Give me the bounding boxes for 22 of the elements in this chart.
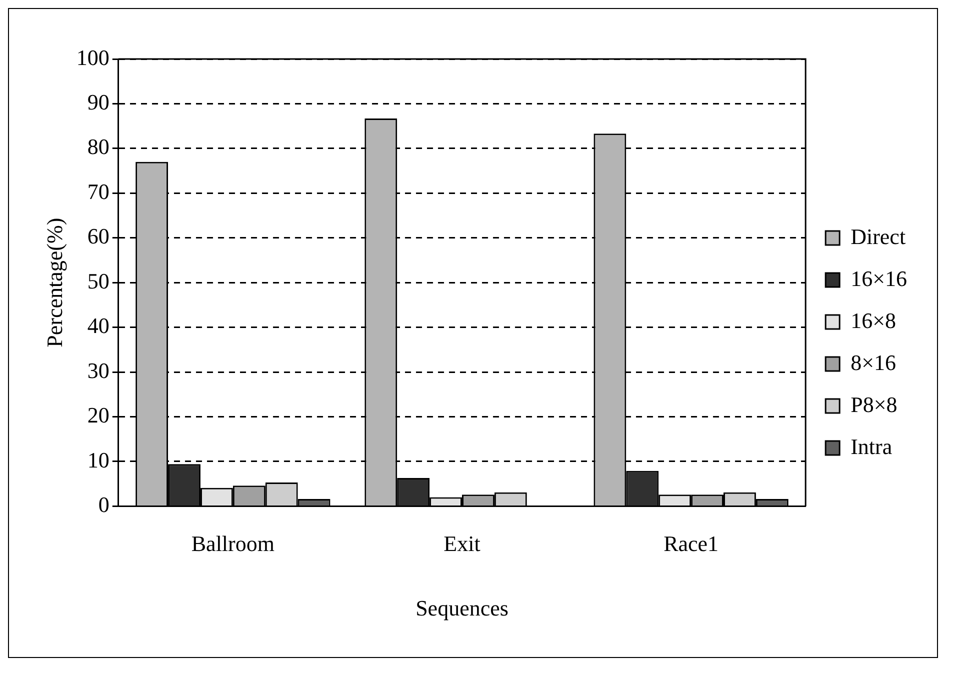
y-tick-label: 60	[87, 224, 110, 249]
y-tick-label: 100	[76, 44, 110, 70]
legend-label: 16×8	[850, 308, 896, 333]
y-tick-label: 10	[87, 447, 110, 472]
y-tick-label: 50	[87, 268, 110, 294]
y-tick-label: 90	[87, 90, 110, 114]
x-tick-label: Exit	[444, 531, 480, 556]
legend-label: 16×16	[850, 266, 908, 291]
y-tick-label: 40	[87, 313, 110, 338]
y-tick-label: 0	[98, 492, 110, 517]
y-axis-title: Percentage(%)	[42, 218, 67, 348]
x-axis-title: Sequences	[416, 596, 508, 621]
legend-label: 8×16	[850, 350, 896, 375]
y-tick-label: 70	[87, 178, 110, 204]
x-tick-label: Race1	[664, 531, 719, 556]
y-tick-label: 30	[87, 358, 110, 383]
y-tick-label: 80	[87, 134, 110, 160]
legend-label: Direct	[850, 224, 906, 249]
legend-label: Intra	[850, 434, 892, 459]
y-tick-label: 20	[87, 402, 110, 428]
legend-label: P8×8	[850, 392, 898, 417]
x-tick-label: Ballroom	[191, 531, 274, 556]
